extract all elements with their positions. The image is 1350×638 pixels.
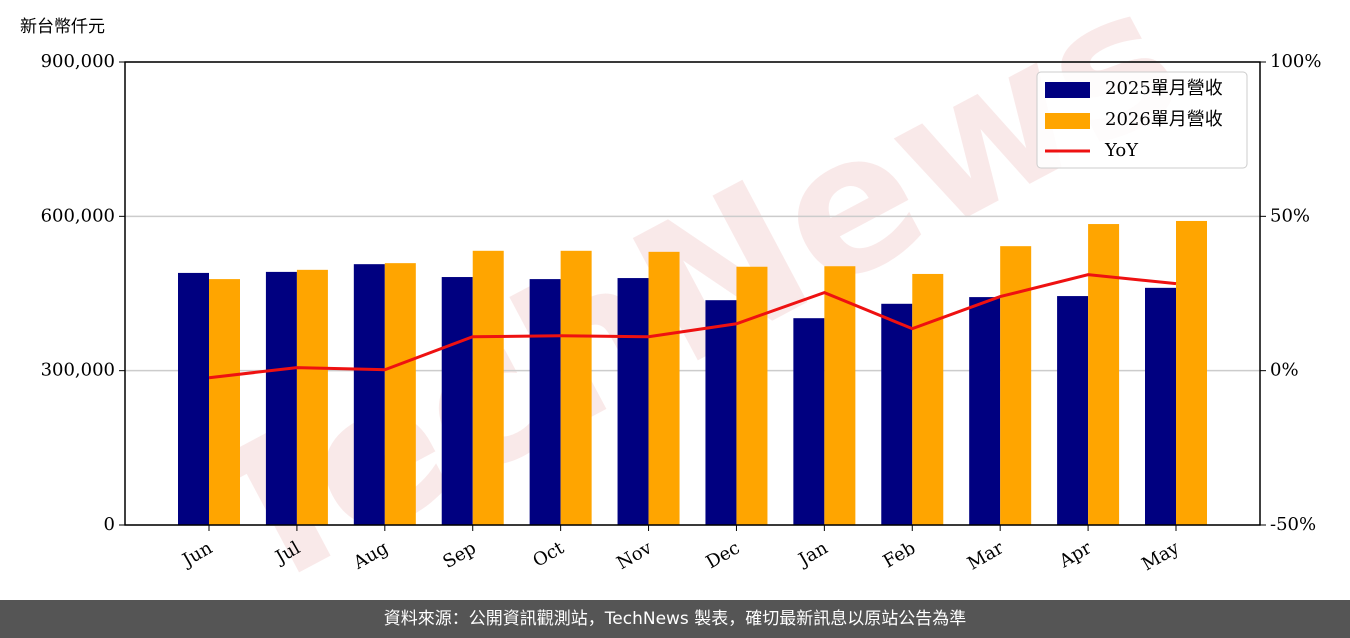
bar	[705, 300, 737, 525]
bar	[1145, 287, 1176, 525]
bar	[881, 303, 913, 525]
plot-frame	[124, 61, 1261, 526]
x-tick-label: Oct	[529, 537, 568, 572]
bar	[441, 277, 473, 525]
bar	[265, 271, 297, 525]
legend-swatch	[1045, 113, 1090, 129]
chart: 新台幣仟元 TechNews 0300,000600,000900,000-50…	[20, 0, 1321, 600]
bar	[969, 297, 1001, 525]
bar	[560, 250, 592, 525]
x-tick-label: Feb	[880, 537, 920, 572]
bar	[178, 272, 209, 525]
bar	[296, 269, 328, 525]
legend-label: 2026單月營收	[1105, 109, 1223, 130]
bar	[648, 251, 680, 525]
x-tick-label: Apr	[1055, 537, 1095, 572]
footer: 資料來源：公開資訊觀測站，TechNews 製表，確切最新訊息以原站公告為準	[0, 600, 1350, 638]
bar	[353, 264, 385, 525]
bar	[1000, 246, 1032, 525]
y-tick-label: 600,000	[41, 205, 115, 226]
legend-label: YoY	[1104, 140, 1139, 161]
bar	[1176, 220, 1207, 526]
x-tick-label: Nov	[613, 537, 656, 574]
x-tick-label: Dec	[702, 537, 743, 573]
bar	[793, 318, 825, 525]
y-tick-label: 0	[104, 514, 115, 535]
y2-tick-label: 100%	[1270, 51, 1321, 72]
bar	[1057, 296, 1089, 525]
bar	[529, 279, 561, 525]
bar	[824, 266, 856, 525]
y-axis-label: 新台幣仟元	[20, 17, 105, 37]
bar	[384, 263, 416, 525]
x-tick-label: Jan	[794, 537, 832, 571]
bar	[209, 279, 240, 525]
y2-tick-label: 0%	[1270, 360, 1299, 381]
x-tick-label: May	[1138, 537, 1183, 575]
bar	[736, 266, 768, 525]
x-tick-label: Mar	[964, 537, 1008, 574]
y2-tick-label: -50%	[1270, 514, 1316, 535]
legend-swatch	[1045, 82, 1090, 98]
legend-label: 2025單月營收	[1105, 78, 1223, 99]
line	[208, 273, 1177, 380]
bar	[617, 278, 649, 525]
y-tick-label: 300,000	[41, 360, 115, 381]
y-tick-label: 900,000	[41, 51, 115, 72]
bar	[472, 250, 504, 525]
x-tick-label: Jun	[177, 537, 216, 572]
bar	[912, 273, 944, 525]
bar	[1088, 224, 1120, 526]
y2-tick-label: 50%	[1270, 205, 1310, 226]
